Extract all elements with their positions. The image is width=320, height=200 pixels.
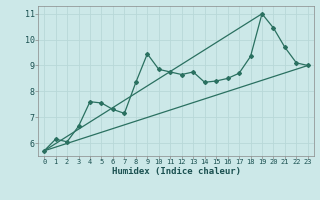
X-axis label: Humidex (Indice chaleur): Humidex (Indice chaleur) xyxy=(111,167,241,176)
